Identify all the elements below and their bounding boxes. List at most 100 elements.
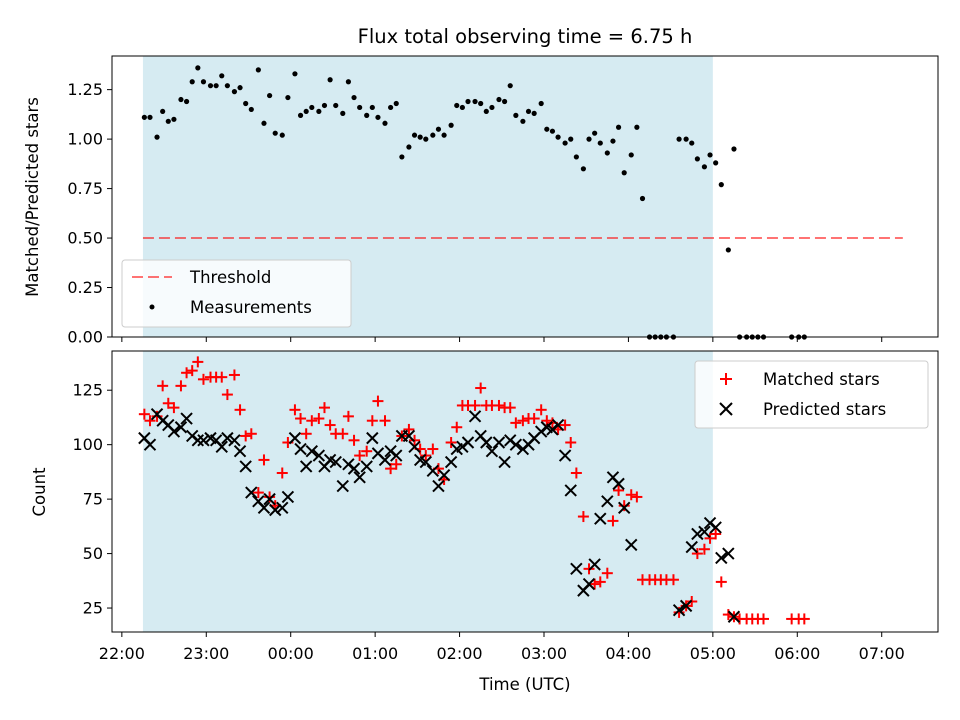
matched-point xyxy=(264,491,276,503)
matched-point xyxy=(517,415,529,427)
predicted-point xyxy=(294,442,307,456)
chart-title: Flux total observing time = 6.75 h xyxy=(358,25,693,48)
predicted-point xyxy=(715,551,728,565)
measurement-point xyxy=(219,73,225,79)
measurement-point xyxy=(713,160,719,166)
measurement-point xyxy=(189,79,195,85)
measurement-point xyxy=(382,120,388,126)
measurement-point xyxy=(261,120,267,126)
predicted-point xyxy=(366,431,379,445)
y-tick-label: 125 xyxy=(72,381,103,400)
predicted-point xyxy=(197,434,210,447)
matched-point xyxy=(181,367,193,379)
measurement-point xyxy=(676,136,682,142)
matched-point xyxy=(234,404,246,416)
x-tick-label: 02:00 xyxy=(437,644,483,663)
matched-point xyxy=(390,458,402,470)
predicted-point xyxy=(709,521,722,534)
legend-threshold-label: Threshold xyxy=(189,268,271,287)
measurement-point xyxy=(333,102,339,109)
matched-point xyxy=(306,415,318,427)
measurement-point xyxy=(489,104,495,111)
predicted-point xyxy=(722,547,735,560)
matched-point xyxy=(342,410,354,422)
predicted-point xyxy=(174,421,188,434)
measurement-point xyxy=(694,156,700,162)
y-tick-label: 25 xyxy=(83,599,103,618)
predicted-point xyxy=(180,412,193,425)
predicted-point xyxy=(679,599,693,613)
matched-point xyxy=(535,404,547,416)
matched-point xyxy=(361,445,373,457)
measurement-point xyxy=(183,98,190,105)
measurement-point xyxy=(441,132,447,138)
predicted-point xyxy=(551,418,565,432)
y-tick-label: 1.25 xyxy=(67,80,103,99)
matched-point xyxy=(366,415,378,427)
predicted-point xyxy=(432,479,445,493)
predicted-point xyxy=(390,449,403,462)
measurement-point xyxy=(604,150,610,156)
matched-point xyxy=(698,543,710,555)
predicted-point xyxy=(480,436,493,449)
measurement-point xyxy=(544,126,550,132)
matched-point xyxy=(276,467,288,479)
measurement-point xyxy=(321,102,328,109)
matched-point xyxy=(691,548,703,560)
matched-point xyxy=(197,373,209,385)
predicted-point xyxy=(408,440,421,454)
predicted-point xyxy=(625,538,638,552)
predicted-point xyxy=(347,462,361,475)
matched-point xyxy=(565,436,577,448)
measurement-point xyxy=(683,136,689,142)
measurement-point xyxy=(224,83,230,89)
measurement-point xyxy=(195,65,201,71)
bottom-y-axis-label: Count xyxy=(30,467,49,517)
bottom-legend: Matched stars Predicted stars xyxy=(694,360,929,429)
predicted-point xyxy=(498,455,511,469)
matched-point xyxy=(348,434,360,446)
top-y-axis-label: Matched/Predicted stars xyxy=(23,97,42,297)
measurement-point xyxy=(345,79,352,85)
predicted-point xyxy=(492,436,506,449)
measurement-point xyxy=(207,83,214,89)
measurement-point xyxy=(364,112,370,118)
measurement-point xyxy=(615,124,622,130)
predicted-point xyxy=(143,438,157,451)
predicted-point xyxy=(672,604,686,617)
measurement-point xyxy=(231,89,238,95)
measurement-point xyxy=(375,114,381,120)
top-panel: 0.00 0.25 0.50 0.75 1.00 1.25 Matched/Predict… xyxy=(23,55,939,347)
x-tick-label: 03:00 xyxy=(521,644,567,663)
measurement-point xyxy=(309,104,315,111)
top-legend: Threshold Measurements xyxy=(121,259,352,328)
bottom-observing-span xyxy=(142,351,713,632)
matched-point xyxy=(324,419,336,431)
predicted-point xyxy=(468,410,482,423)
matched-point xyxy=(354,450,366,462)
measurement-point xyxy=(573,154,579,160)
measurement-point xyxy=(586,136,592,142)
matched-point xyxy=(469,399,481,411)
matched-point xyxy=(295,413,307,425)
measurement-point xyxy=(147,114,153,120)
matched-point xyxy=(337,428,349,440)
legend-predicted-label: Predicted stars xyxy=(763,400,886,419)
matched-point xyxy=(625,489,637,501)
measurement-point xyxy=(423,136,429,142)
y-tick-label: 0.25 xyxy=(67,278,103,297)
predicted-point xyxy=(378,453,392,467)
bottom-axes-frame xyxy=(111,350,939,633)
predicted-point xyxy=(167,425,181,438)
predicted-point xyxy=(299,460,313,473)
measurement-point xyxy=(731,146,737,152)
y-tick-label: 1.00 xyxy=(67,130,103,149)
matched-point xyxy=(493,399,505,411)
matched-point xyxy=(704,532,716,544)
matched-point xyxy=(710,528,722,540)
matched-point xyxy=(618,500,630,512)
predicted-point xyxy=(353,471,366,484)
x-tick-label: 00:00 xyxy=(268,644,314,663)
predicted-point xyxy=(329,455,342,469)
